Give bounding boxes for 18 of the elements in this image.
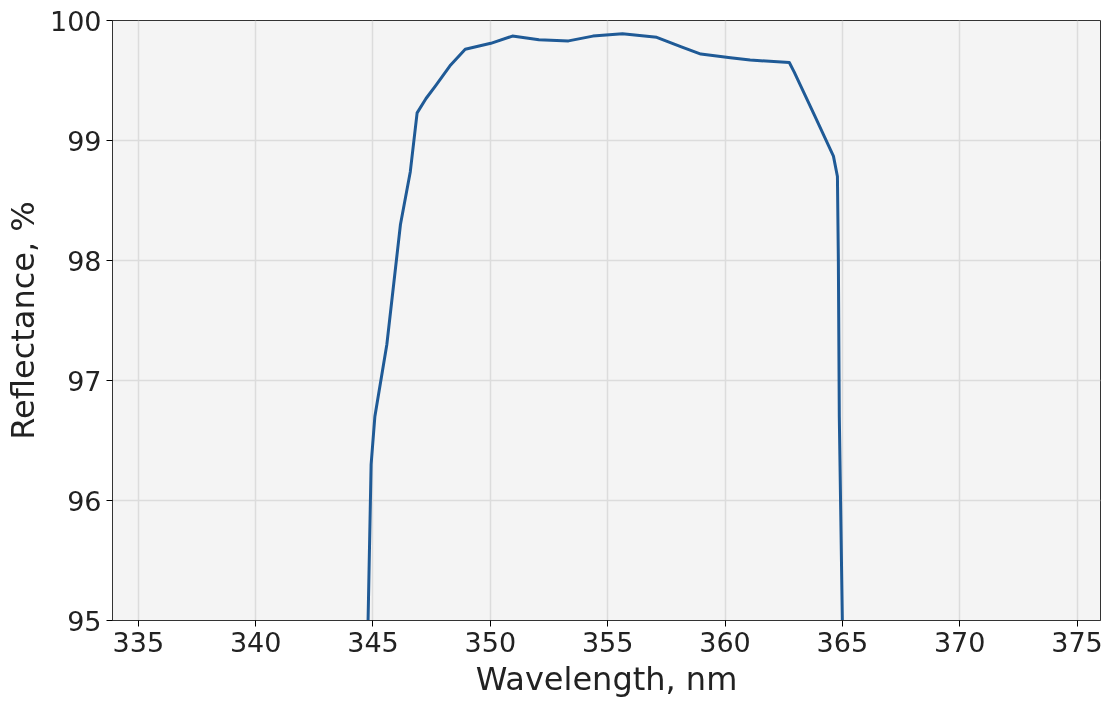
y-axis-title: Reflectance, % [3, 201, 42, 440]
x-tick-label: 365 [816, 626, 869, 658]
x-tick-label: 355 [581, 626, 634, 658]
x-tick-label: 340 [229, 626, 282, 658]
y-tick-label: 96 [67, 485, 102, 517]
x-axis-title: Wavelength, nm [475, 659, 738, 698]
x-tick-label: 375 [1051, 626, 1103, 658]
x-tick-label: 370 [933, 626, 986, 658]
y-tick-label: 97 [67, 365, 102, 397]
y-tick-label: 99 [67, 125, 102, 157]
x-tick-label: 360 [699, 626, 751, 658]
y-tick-label: 95 [67, 605, 102, 637]
y-tick-label: 100 [49, 5, 102, 37]
x-tick-label: 350 [464, 626, 517, 658]
x-tick-label: 345 [347, 626, 399, 658]
y-tick-label: 98 [67, 245, 102, 277]
x-tick-label: 335 [112, 626, 165, 658]
line-series [366, 32, 844, 621]
